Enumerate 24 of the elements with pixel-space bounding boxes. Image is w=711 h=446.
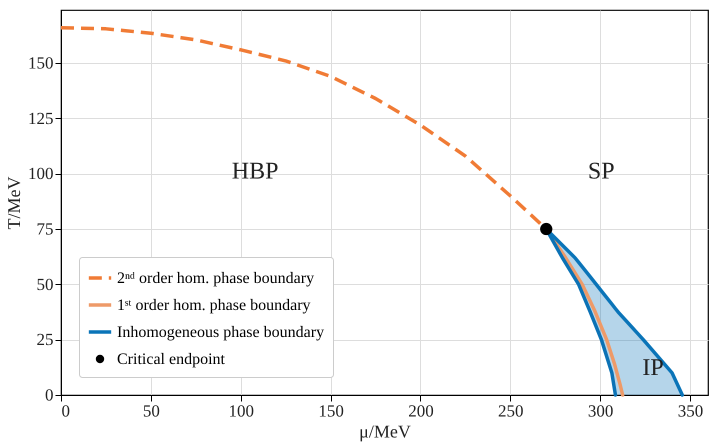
x-tick-label: 0 xyxy=(62,402,70,420)
annotation: SP xyxy=(588,158,615,185)
y-tick-label: 125 xyxy=(28,108,54,128)
x-axis-title: μ/MeV xyxy=(359,422,411,442)
y-tick-label: 150 xyxy=(28,54,54,73)
x-tick-label: 200 xyxy=(408,402,434,420)
y-axis-title: T/MeV xyxy=(4,176,24,230)
legend-label: Inhomogeneous phase boundary xyxy=(117,324,324,341)
legend-label: 1ˢᵗ order hom. phase boundary xyxy=(117,297,311,314)
x-tick-label: 150 xyxy=(318,402,344,420)
y-tick-label: 100 xyxy=(28,164,54,184)
y-tick-label: 75 xyxy=(36,220,54,239)
x-tick-label: 50 xyxy=(142,402,160,420)
x-tick-label: 100 xyxy=(228,402,254,420)
x-tick-label: 350 xyxy=(678,402,704,420)
legend-label: Critical endpoint xyxy=(117,351,226,368)
y-tick-label: 0 xyxy=(45,386,54,404)
legend-label: 2ⁿᵈ order hom. phase boundary xyxy=(117,270,314,287)
y-tick-label: 50 xyxy=(36,274,54,294)
x-tick-label: 250 xyxy=(498,402,524,420)
annotation: HBP xyxy=(232,158,278,185)
x-tick-label: 300 xyxy=(588,402,614,420)
y-tick-label: 25 xyxy=(36,330,54,350)
annotation: IP xyxy=(642,355,664,382)
